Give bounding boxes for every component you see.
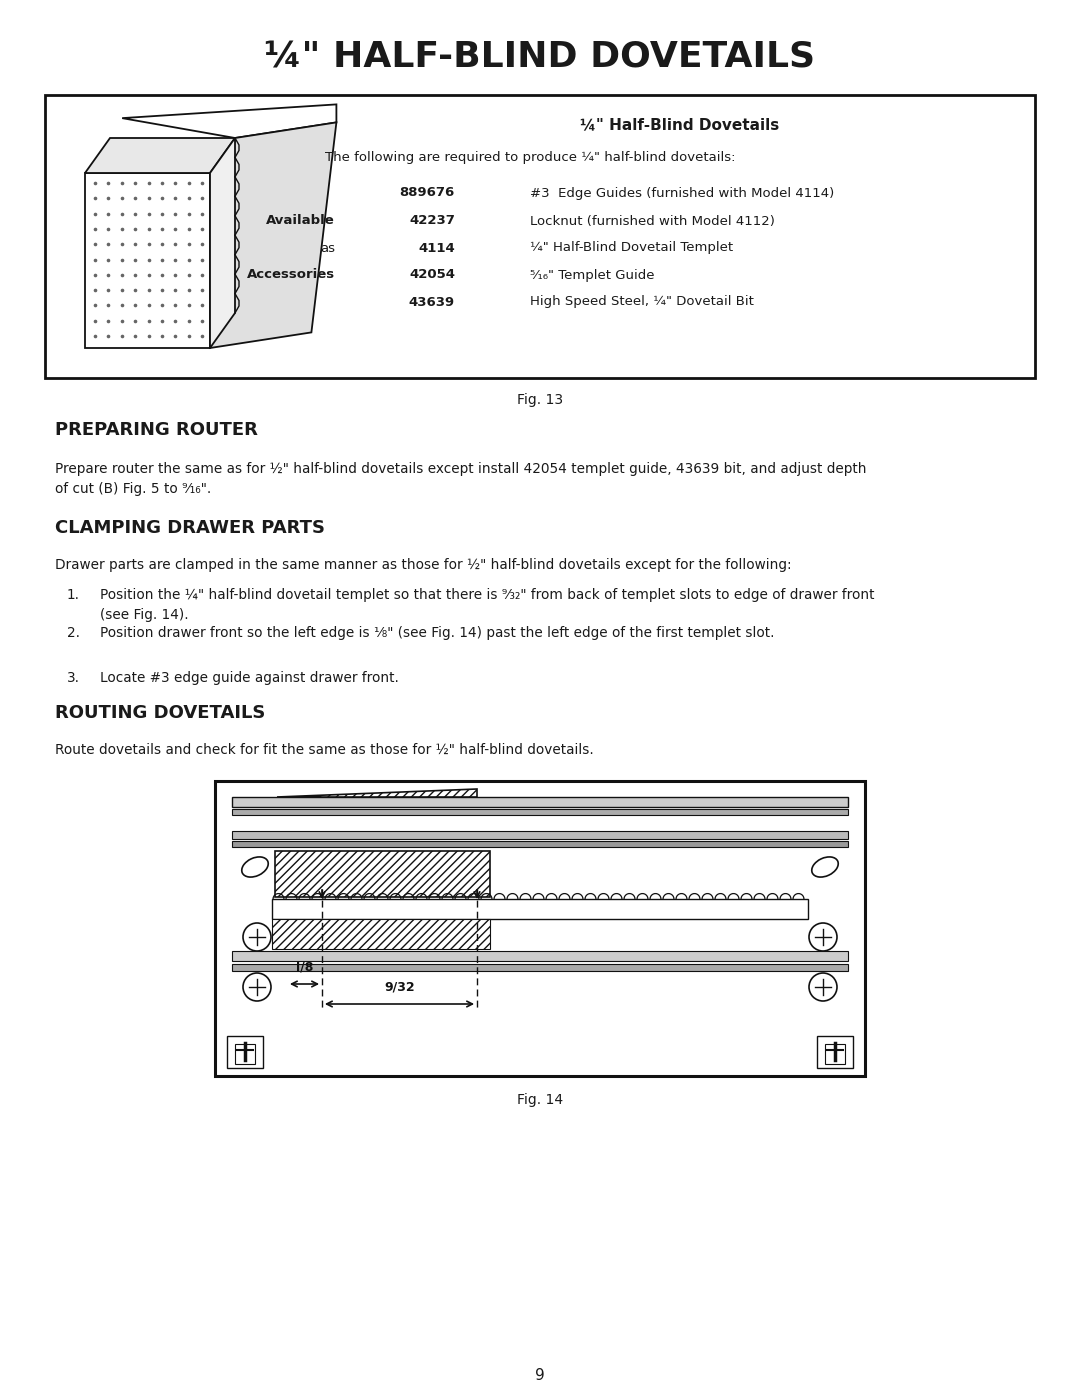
Text: 9: 9 (535, 1368, 545, 1383)
Text: Position the ¼" half-blind dovetail templet so that there is ⁹⁄₃₂" from back of : Position the ¼" half-blind dovetail temp… (100, 588, 875, 622)
Polygon shape (276, 789, 477, 798)
Text: 42054: 42054 (409, 268, 455, 282)
Text: 889676: 889676 (400, 187, 455, 200)
Text: ⁵⁄₁₆" Templet Guide: ⁵⁄₁₆" Templet Guide (530, 268, 654, 282)
Bar (232, 951, 848, 961)
Polygon shape (85, 138, 235, 173)
Bar (215, 781, 865, 1076)
Ellipse shape (242, 856, 268, 877)
Text: l/8: l/8 (296, 961, 313, 974)
Bar (825, 1044, 845, 1065)
Circle shape (243, 972, 271, 1002)
Bar (816, 1037, 853, 1067)
Text: 3.: 3. (67, 671, 80, 685)
Text: 2.: 2. (67, 626, 80, 640)
Text: Accessories: Accessories (247, 268, 335, 282)
Circle shape (243, 923, 271, 951)
Text: Fig. 14: Fig. 14 (517, 1092, 563, 1106)
Polygon shape (85, 173, 210, 348)
Bar (232, 841, 848, 847)
Text: #3  Edge Guides (furnished with Model 4114): #3 Edge Guides (furnished with Model 411… (530, 187, 834, 200)
Bar (232, 798, 848, 807)
Bar (232, 964, 848, 971)
Text: CLAMPING DRAWER PARTS: CLAMPING DRAWER PARTS (55, 520, 325, 536)
Text: ¼" Half-Blind Dovetail Templet: ¼" Half-Blind Dovetail Templet (530, 242, 733, 254)
Text: 42237: 42237 (409, 215, 455, 228)
Text: ROUTING DOVETAILS: ROUTING DOVETAILS (55, 704, 266, 722)
Text: 1.: 1. (67, 588, 80, 602)
Text: Available: Available (267, 215, 335, 228)
Ellipse shape (812, 856, 838, 877)
Text: PREPARING ROUTER: PREPARING ROUTER (55, 420, 258, 439)
Text: Locate #3 edge guide against drawer front.: Locate #3 edge guide against drawer fron… (100, 671, 399, 685)
Text: 43639: 43639 (409, 296, 455, 309)
Polygon shape (210, 123, 336, 348)
Circle shape (809, 972, 837, 1002)
Text: Drawer parts are clamped in the same manner as those for ½" half-blind dovetails: Drawer parts are clamped in the same man… (55, 557, 792, 571)
Bar (272, 919, 490, 949)
Text: Position drawer front so the left edge is ¹⁄₈" (see Fig. 14) past the left edge : Position drawer front so the left edge i… (100, 626, 774, 640)
Polygon shape (210, 138, 235, 348)
Text: Route dovetails and check for fit the same as those for ½" half-blind dovetails.: Route dovetails and check for fit the sa… (55, 743, 594, 757)
Text: The following are required to produce ¼" half-blind dovetails:: The following are required to produce ¼"… (325, 151, 735, 163)
Text: Locknut (furnished with Model 4112): Locknut (furnished with Model 4112) (530, 215, 774, 228)
Bar (227, 1037, 264, 1067)
Text: as: as (320, 242, 335, 254)
Text: ¼" Half-Blind Dovetails: ¼" Half-Blind Dovetails (580, 117, 780, 133)
Text: High Speed Steel, ¼" Dovetail Bit: High Speed Steel, ¼" Dovetail Bit (530, 296, 754, 309)
Bar (272, 900, 808, 919)
Bar (232, 831, 848, 840)
Polygon shape (122, 105, 336, 138)
Text: Prepare router the same as for ½" half-blind dovetails except install 42054 temp: Prepare router the same as for ½" half-b… (55, 462, 866, 496)
Circle shape (809, 923, 837, 951)
Text: 9/32: 9/32 (384, 981, 415, 995)
Bar (235, 1044, 255, 1065)
Bar (45, 95, 1035, 379)
Text: ¼" HALF-BLIND DOVETAILS: ¼" HALF-BLIND DOVETAILS (265, 41, 815, 75)
Bar (232, 809, 848, 814)
Text: Fig. 13: Fig. 13 (517, 393, 563, 407)
Bar (275, 851, 490, 897)
Text: 4114: 4114 (418, 242, 455, 254)
